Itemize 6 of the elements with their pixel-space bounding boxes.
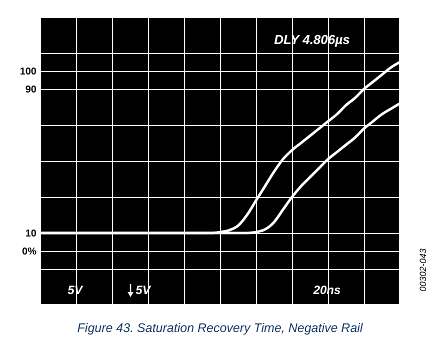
y-tick-label: 10	[25, 228, 37, 240]
y-tick-label: 100	[20, 66, 37, 78]
text: 00302-043	[418, 248, 428, 292]
y-tick-label: 0%	[22, 246, 37, 258]
y-tick-label: 90	[25, 84, 37, 96]
text: Figure 43. Saturation Recovery Time, Negative Rail	[77, 321, 364, 335]
